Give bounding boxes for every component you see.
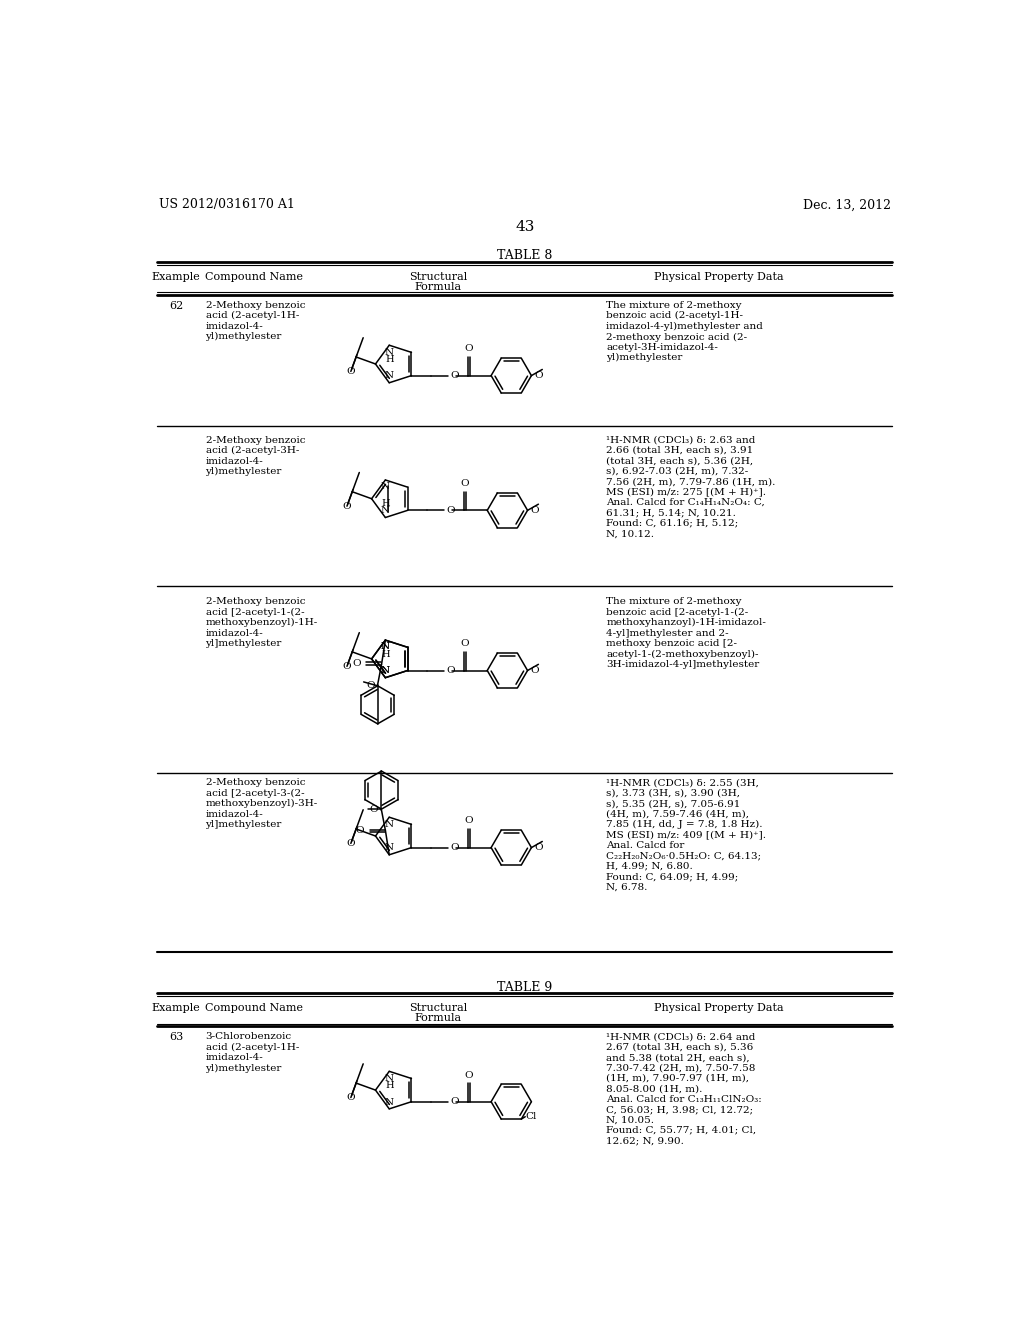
Text: N: N — [381, 482, 390, 491]
Text: O: O — [446, 667, 456, 675]
Text: The mixture of 2-methoxy
benzoic acid (2-acetyl-1H-
imidazol-4-yl)methylester an: The mixture of 2-methoxy benzoic acid (2… — [606, 301, 763, 363]
Text: N: N — [385, 843, 394, 853]
Text: O: O — [535, 843, 543, 853]
Text: O: O — [343, 661, 351, 671]
Text: Dec. 13, 2012: Dec. 13, 2012 — [803, 198, 891, 211]
Text: H: H — [381, 499, 390, 507]
Text: O: O — [346, 1093, 355, 1102]
Text: N: N — [385, 371, 394, 380]
Text: Cl: Cl — [525, 1113, 537, 1121]
Text: 62: 62 — [169, 301, 183, 310]
Text: N: N — [381, 667, 390, 676]
Text: O: O — [461, 479, 469, 488]
Text: N: N — [385, 1097, 394, 1106]
Text: 3-Chlorobenzoic
acid (2-acetyl-1H-
imidazol-4-
yl)methylester: 3-Chlorobenzoic acid (2-acetyl-1H- imida… — [206, 1032, 299, 1073]
Text: O: O — [451, 371, 460, 380]
Text: O: O — [343, 502, 351, 511]
Text: 63: 63 — [169, 1032, 183, 1043]
Text: O: O — [370, 805, 379, 813]
Text: 2-Methoxy benzoic
acid [2-acetyl-3-(2-
methoxybenzoyl)-3H-
imidazol-4-
yl]methyl: 2-Methoxy benzoic acid [2-acetyl-3-(2- m… — [206, 779, 317, 829]
Text: ¹H-NMR (CDCl₃) δ: 2.63 and
2.66 (total 3H, each s), 3.91
(total 3H, each s), 5.3: ¹H-NMR (CDCl₃) δ: 2.63 and 2.66 (total 3… — [606, 436, 775, 539]
Text: N: N — [385, 820, 394, 829]
Text: O: O — [461, 639, 469, 648]
Text: Example: Example — [152, 1003, 201, 1012]
Text: H: H — [385, 355, 393, 364]
Text: ¹H-NMR (CDCl₃) δ: 2.55 (3H,
s), 3.73 (3H, s), 3.90 (3H,
s), 5.35 (2H, s), 7.05-6: ¹H-NMR (CDCl₃) δ: 2.55 (3H, s), 3.73 (3H… — [606, 779, 766, 891]
Text: N: N — [385, 347, 394, 356]
Text: O: O — [464, 1071, 473, 1080]
Text: O: O — [346, 367, 355, 376]
Text: O: O — [366, 681, 375, 690]
Text: Formula: Formula — [415, 1014, 462, 1023]
Text: The mixture of 2-methoxy
benzoic acid [2-acetyl-1-(2-
methoxyhanzoyl)-1H-imidazo: The mixture of 2-methoxy benzoic acid [2… — [606, 597, 766, 669]
Text: O: O — [451, 843, 460, 853]
Text: O: O — [355, 826, 365, 836]
Text: 43: 43 — [515, 220, 535, 234]
Text: US 2012/0316170 A1: US 2012/0316170 A1 — [159, 198, 295, 211]
Text: TABLE 9: TABLE 9 — [498, 981, 552, 994]
Text: 2-Methoxy benzoic
acid (2-acetyl-1H-
imidazol-4-
yl)methylester: 2-Methoxy benzoic acid (2-acetyl-1H- imi… — [206, 301, 305, 342]
Text: Structural: Structural — [409, 272, 467, 281]
Text: Example: Example — [152, 272, 201, 281]
Text: O: O — [451, 1097, 460, 1106]
Text: O: O — [352, 660, 360, 668]
Text: O: O — [535, 371, 543, 380]
Text: O: O — [530, 506, 540, 515]
Text: Physical Property Data: Physical Property Data — [653, 272, 783, 281]
Text: ¹H-NMR (CDCl₃) δ: 2.64 and
2.67 (total 3H, each s), 5.36
and 5.38 (total 2H, eac: ¹H-NMR (CDCl₃) δ: 2.64 and 2.67 (total 3… — [606, 1032, 762, 1146]
Text: N: N — [381, 667, 390, 676]
Text: O: O — [446, 506, 456, 515]
Text: Structural: Structural — [409, 1003, 467, 1012]
Text: N: N — [381, 643, 390, 652]
Text: 2-Methoxy benzoic
acid [2-acetyl-1-(2-
methoxybenzoyl)-1H-
imidazol-4-
yl]methyl: 2-Methoxy benzoic acid [2-acetyl-1-(2- m… — [206, 597, 317, 648]
Text: Compound Name: Compound Name — [206, 1003, 303, 1012]
Text: Compound Name: Compound Name — [206, 272, 303, 281]
Text: O: O — [346, 840, 355, 847]
Text: O: O — [530, 667, 540, 675]
Text: N: N — [381, 643, 390, 652]
Text: N: N — [381, 506, 390, 515]
Text: 2-Methoxy benzoic
acid (2-acetyl-3H-
imidazol-4-
yl)methylester: 2-Methoxy benzoic acid (2-acetyl-3H- imi… — [206, 436, 305, 477]
Text: TABLE 8: TABLE 8 — [497, 249, 553, 263]
Text: H: H — [385, 1081, 393, 1090]
Text: O: O — [464, 817, 473, 825]
Text: N: N — [385, 1073, 394, 1082]
Text: Physical Property Data: Physical Property Data — [653, 1003, 783, 1012]
Text: Formula: Formula — [415, 281, 462, 292]
Text: O: O — [464, 345, 473, 354]
Text: H: H — [381, 651, 390, 659]
